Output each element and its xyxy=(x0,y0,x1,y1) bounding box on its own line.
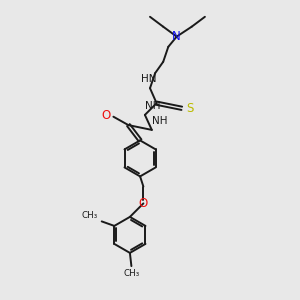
Text: O: O xyxy=(139,197,148,210)
Text: CH₃: CH₃ xyxy=(82,211,98,220)
Text: CH₃: CH₃ xyxy=(123,269,140,278)
Text: O: O xyxy=(102,109,111,122)
Text: HN: HN xyxy=(141,74,156,84)
Text: NH: NH xyxy=(152,116,168,126)
Text: N: N xyxy=(172,30,181,43)
Text: NH: NH xyxy=(146,101,161,111)
Text: S: S xyxy=(186,102,194,115)
